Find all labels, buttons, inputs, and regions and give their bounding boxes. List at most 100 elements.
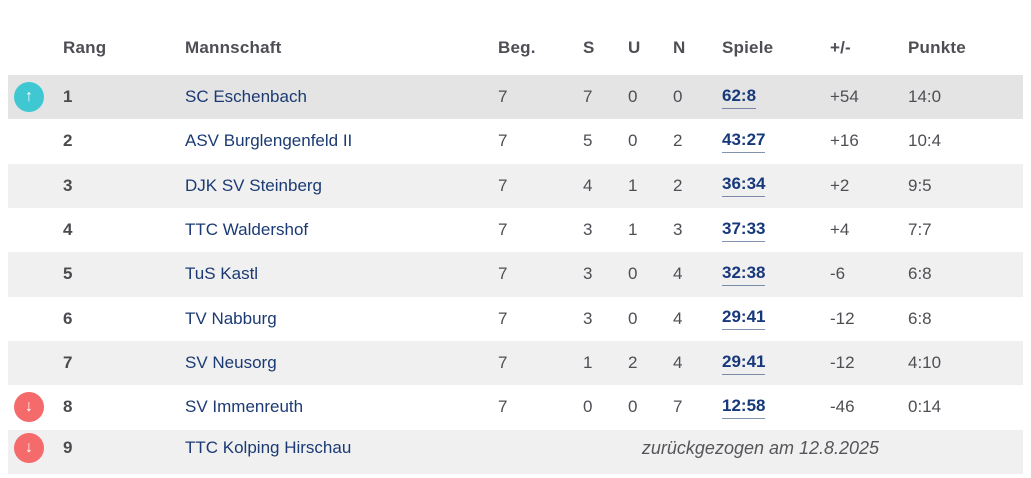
- punkte-cell: 7:7: [908, 220, 932, 240]
- begegnungen-cell: 7: [498, 220, 508, 240]
- spiele-score-link[interactable]: 43:27: [722, 130, 766, 153]
- table-row: 2 ASV Burglengenfeld II 7 5 0 2 43:27 +1…: [8, 119, 1023, 163]
- begegnungen-cell: 7: [498, 131, 508, 151]
- column-header-rang: Rang: [63, 38, 107, 57]
- begegnungen-cell: 7: [498, 308, 508, 328]
- table-row: 7 SV Neusorg 7 1 2 4 29:41 -12 4:10: [8, 340, 1023, 386]
- punkte-cell: 14:0: [908, 87, 942, 107]
- spiele-score-link[interactable]: 32:38: [722, 263, 766, 286]
- up-arrow-icon: ↑: [14, 82, 44, 113]
- table-body: ↑ 1 SC Eschenbach 7 7 0 0 62:8 +54 14:0 …: [8, 75, 1023, 474]
- spiele-score-link[interactable]: 36:34: [722, 174, 766, 198]
- spiele-cell: 12:58: [722, 396, 830, 419]
- plusminus-cell: +54: [830, 87, 859, 107]
- spiele-score-link[interactable]: 62:8: [722, 86, 757, 109]
- plusminus-cell: -46: [830, 397, 855, 417]
- table-row: ↓ 8 SV Immenreuth 7 0 0 7 12:58 -46 0:14: [8, 385, 1023, 429]
- table-row: 5 TuS Kastl 7 3 0 4 32:38 -6 6:8: [8, 252, 1023, 297]
- begegnungen-cell: 7: [498, 87, 508, 107]
- punkte-cell: 9:5: [908, 175, 932, 195]
- rank-cell: 8: [63, 397, 73, 417]
- losses-cell: 4: [673, 353, 683, 373]
- losses-cell: 4: [673, 308, 683, 328]
- rank-cell: 9: [63, 438, 73, 458]
- team-name-link[interactable]: DJK SV Steinberg: [185, 175, 323, 195]
- spiele-score-link[interactable]: 12:58: [722, 396, 766, 419]
- spiele-cell: 62:8: [722, 86, 830, 109]
- draws-cell: 2: [628, 353, 638, 373]
- column-header-n: N: [673, 38, 686, 57]
- column-header-mannschaft: Mannschaft: [185, 38, 282, 57]
- wins-cell: 0: [583, 397, 593, 417]
- rank-cell: 5: [63, 264, 73, 284]
- team-name-link[interactable]: SV Neusorg: [185, 353, 277, 373]
- table-row: ↓ 9 TTC Kolping Hirschau zurückgezogen a…: [8, 429, 1023, 474]
- column-header-beg: Beg.: [498, 38, 536, 57]
- draws-cell: 0: [628, 308, 638, 328]
- begegnungen-cell: 7: [498, 175, 508, 195]
- losses-cell: 2: [673, 175, 683, 195]
- draws-cell: 1: [628, 220, 638, 240]
- plusminus-cell: -12: [830, 308, 855, 328]
- plusminus-cell: -6: [830, 264, 846, 284]
- wins-cell: 4: [583, 175, 593, 195]
- losses-cell: 2: [673, 131, 683, 151]
- table-row: 6 TV Nabburg 7 3 0 4 29:41 -12 6:8: [8, 297, 1023, 341]
- team-name-link[interactable]: TV Nabburg: [185, 308, 277, 328]
- rank-cell: 3: [63, 175, 73, 195]
- movement-cell: ↑: [8, 82, 63, 113]
- draws-cell: 0: [628, 397, 638, 417]
- begegnungen-cell: 7: [498, 353, 508, 373]
- plusminus-cell: +16: [830, 131, 859, 151]
- column-header-punkte: Punkte: [908, 38, 966, 57]
- losses-cell: 3: [673, 220, 683, 240]
- rank-cell: 1: [63, 87, 73, 107]
- draws-cell: 0: [628, 131, 638, 151]
- wins-cell: 5: [583, 131, 593, 151]
- wins-cell: 3: [583, 264, 593, 284]
- draws-cell: 0: [628, 87, 638, 107]
- punkte-cell: 10:4: [908, 131, 942, 151]
- rank-cell: 4: [63, 220, 73, 240]
- draws-cell: 1: [628, 175, 638, 195]
- spiele-cell: 29:41: [722, 307, 830, 331]
- rank-cell: 7: [63, 353, 73, 373]
- losses-cell: 4: [673, 264, 683, 284]
- movement-cell: ↓: [8, 433, 63, 464]
- team-name-link[interactable]: SC Eschenbach: [185, 87, 307, 107]
- team-name-link[interactable]: TuS Kastl: [185, 264, 259, 284]
- spiele-score-link[interactable]: 29:41: [722, 352, 766, 375]
- wins-cell: 1: [583, 353, 593, 373]
- spiele-cell: 37:33: [722, 219, 830, 242]
- begegnungen-cell: 7: [498, 397, 508, 417]
- punkte-cell: 6:8: [908, 264, 932, 284]
- spiele-score-link[interactable]: 37:33: [722, 219, 766, 242]
- punkte-cell: 4:10: [908, 353, 942, 373]
- column-header-plusminus: +/-: [830, 38, 851, 57]
- team-name-link[interactable]: SV Immenreuth: [185, 397, 304, 417]
- rank-cell: 6: [63, 308, 73, 328]
- column-header-u: U: [628, 38, 641, 57]
- team-name-link[interactable]: ASV Burglengenfeld II: [185, 131, 353, 151]
- losses-cell: 7: [673, 397, 683, 417]
- down-arrow-icon: ↓: [14, 392, 44, 423]
- spiele-cell: 32:38: [722, 263, 830, 286]
- table-header: Rang Mannschaft Beg. S U N Spiele +/- Pu…: [8, 28, 1023, 68]
- plusminus-cell: +4: [830, 220, 850, 240]
- wins-cell: 7: [583, 87, 593, 107]
- column-header-s: S: [583, 38, 595, 57]
- team-name-link[interactable]: TTC Waldershof: [185, 220, 309, 240]
- losses-cell: 0: [673, 87, 683, 107]
- rank-cell: 2: [63, 131, 73, 151]
- spiele-score-link[interactable]: 29:41: [722, 307, 766, 331]
- spiele-cell: 43:27: [722, 130, 830, 153]
- team-name-link[interactable]: TTC Kolping Hirschau: [185, 438, 352, 458]
- movement-cell: ↓: [8, 392, 63, 423]
- table-row: ↑ 1 SC Eschenbach 7 7 0 0 62:8 +54 14:0: [8, 75, 1023, 120]
- wins-cell: 3: [583, 308, 593, 328]
- punkte-cell: 6:8: [908, 308, 932, 328]
- spiele-cell: 29:41: [722, 352, 830, 375]
- down-arrow-icon: ↓: [14, 433, 44, 464]
- withdrawn-note: zurückgezogen am 12.8.2025: [641, 437, 880, 458]
